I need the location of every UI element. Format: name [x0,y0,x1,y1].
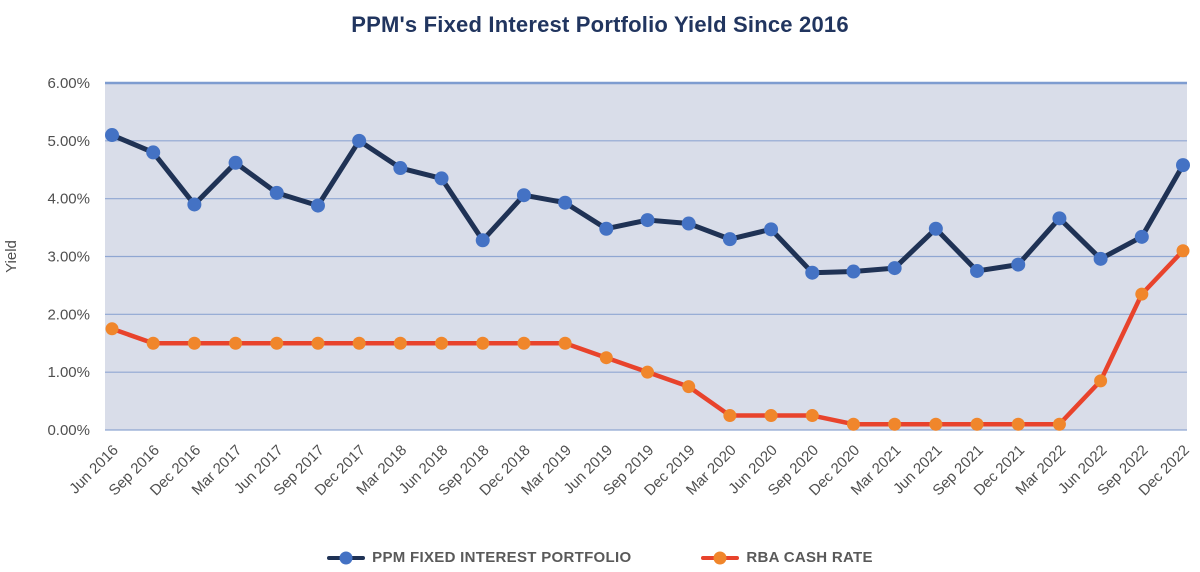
data-point-ppm [558,195,573,210]
data-point-rba [393,336,407,350]
data-point-rba [682,380,696,394]
data-point-rba [517,336,531,350]
data-point-ppm [846,264,861,279]
data-point-ppm [228,155,243,170]
data-point-ppm [310,198,325,213]
data-point-ppm [475,233,490,248]
data-point-rba [146,336,160,350]
data-point-rba [558,336,572,350]
y-axis-title: Yield [3,240,20,273]
legend-marker-ppm-icon [327,550,366,565]
data-point-ppm [1011,257,1026,272]
data-point-rba [229,336,243,350]
data-point-rba [764,409,778,423]
chart-title: PPM's Fixed Interest Portfolio Yield Sin… [351,12,849,37]
y-tick-label: 0.00% [47,422,90,439]
data-point-ppm [1176,158,1190,173]
data-point-rba [805,409,819,423]
data-point-rba [187,336,201,350]
legend-label-rba-cash-rate: RBA CASH RATE [746,549,873,566]
y-tick-label: 1.00% [47,364,90,381]
data-point-ppm [516,188,531,203]
y-tick-label: 3.00% [47,249,90,266]
data-point-ppm [640,213,655,228]
data-point-ppm [887,261,902,276]
data-point-rba [599,351,613,365]
data-point-ppm [764,222,779,237]
data-point-ppm [681,216,696,231]
data-point-ppm [970,263,985,278]
y-tick-label: 4.00% [47,191,90,208]
data-point-rba [1094,374,1108,388]
data-point-rba [270,336,284,350]
data-point-ppm [352,133,367,148]
data-point-rba [846,417,860,431]
data-point-rba [970,417,984,431]
legend-label-ppm-portfolio: PPM FIXED INTEREST PORTFOLIO [372,549,632,566]
data-point-rba [1135,287,1149,301]
data-point-rba [311,336,325,350]
data-point-ppm [269,185,284,200]
data-point-rba [435,336,449,350]
data-point-rba [1011,417,1025,431]
data-point-rba [641,365,654,379]
data-point-ppm [928,221,943,236]
data-point-rba [723,409,737,423]
data-point-ppm [1052,211,1067,226]
y-tick-label: 2.00% [47,306,90,323]
data-point-ppm [1093,251,1108,266]
legend-item-ppm-portfolio: PPM FIXED INTEREST PORTFOLIO [327,549,631,566]
data-point-rba [105,322,119,336]
y-tick-label: 5.00% [47,133,90,150]
data-point-ppm [599,221,614,236]
data-point-rba [352,336,366,350]
data-point-ppm [105,128,119,143]
data-point-rba [888,417,902,431]
data-point-ppm [187,197,202,212]
legend-item-rba-cash-rate: RBA CASH RATE [701,549,873,566]
data-point-rba [929,417,943,431]
legend-marker-rba-icon [701,550,740,565]
data-point-rba [476,336,490,350]
data-point-ppm [722,232,737,247]
data-point-rba [1176,244,1190,258]
data-point-ppm [393,161,408,176]
data-point-ppm [1134,229,1149,244]
data-point-ppm [146,145,161,160]
chart-legend: PPM FIXED INTEREST PORTFOLIO RBA CASH RA… [0,549,1200,566]
data-point-ppm [434,171,449,186]
data-point-ppm [805,265,820,280]
y-tick-label: 6.00% [47,75,90,92]
data-point-rba [1052,417,1066,431]
